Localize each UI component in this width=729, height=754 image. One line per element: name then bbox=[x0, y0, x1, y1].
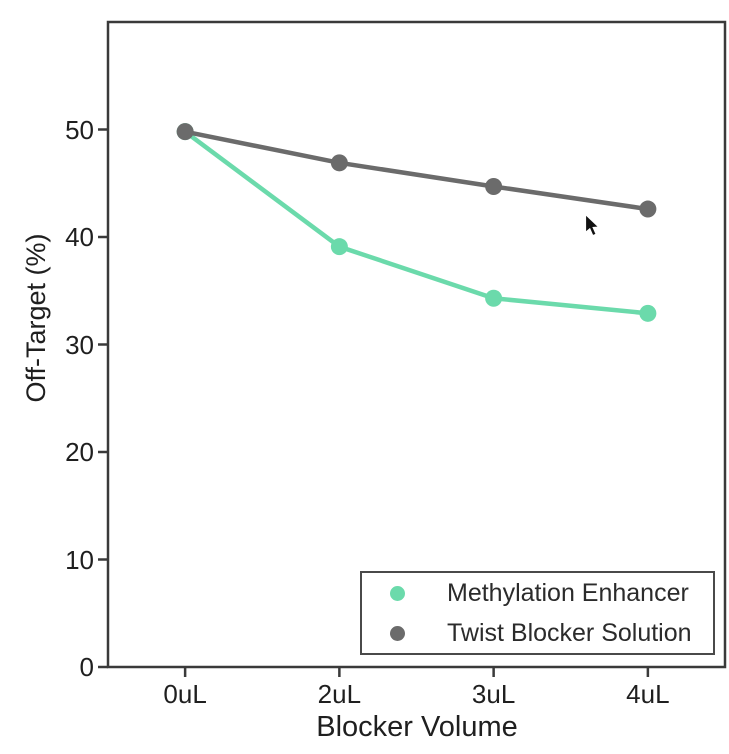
plot-frame bbox=[106, 20, 727, 669]
data-point-series-0 bbox=[330, 238, 348, 256]
data-point-series-0 bbox=[485, 289, 503, 307]
y-axis-label: Off-Target (%) bbox=[21, 233, 51, 403]
series-line-1 bbox=[182, 129, 651, 212]
x-tick-label: 0uL bbox=[163, 679, 207, 709]
legend-marker-icon bbox=[390, 625, 405, 641]
data-point-series-1 bbox=[485, 177, 503, 195]
x-tick-label: 3uL bbox=[471, 679, 516, 709]
legend-label: Twist Blocker Solution bbox=[447, 618, 692, 647]
y-tick-label: 30 bbox=[65, 329, 94, 360]
y-tick-label: 50 bbox=[65, 114, 94, 145]
data-point-series-1 bbox=[639, 200, 657, 218]
data-point-series-1 bbox=[330, 154, 348, 172]
y-tick-label: 40 bbox=[65, 222, 94, 252]
legend-label: Methylation Enhancer bbox=[447, 578, 689, 607]
legend: Methylation Enhancer Twist Blocker Soluti… bbox=[360, 571, 715, 655]
data-point-series-0 bbox=[639, 304, 657, 322]
y-tick-label: 10 bbox=[65, 544, 94, 575]
data-point-series-1 bbox=[176, 123, 194, 141]
x-tick-label: 2uL bbox=[317, 679, 362, 709]
legend-marker-icon bbox=[390, 585, 405, 601]
y-tick-label: 0 bbox=[79, 652, 94, 682]
y-tick-label: 20 bbox=[65, 437, 94, 467]
legend-item: Twist Blocker Solution bbox=[362, 613, 713, 653]
series-line-0 bbox=[182, 129, 651, 316]
x-axis-label: Blocker Volume bbox=[316, 711, 518, 743]
x-tick-label: 4uL bbox=[626, 679, 670, 709]
legend-item: Methylation Enhancer bbox=[362, 573, 713, 613]
